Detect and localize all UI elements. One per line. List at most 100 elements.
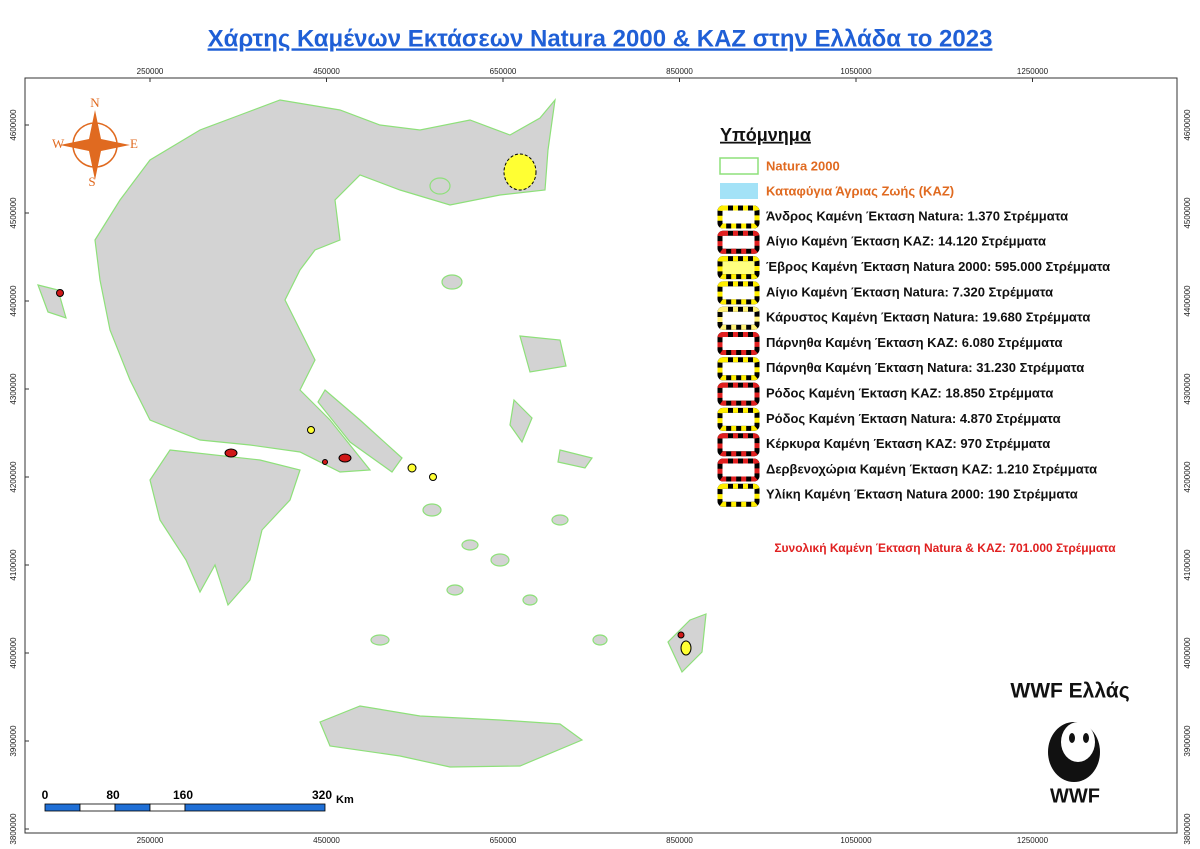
legend-symbol — [717, 407, 760, 431]
wwf-logo: WWF Ελλάς WWF — [1010, 680, 1129, 808]
x-coord-label: 250000 — [137, 67, 164, 76]
island — [422, 503, 442, 517]
legend-label: Ρόδος Καμένη Έκταση Natura: 4.870 Στρέμμ… — [766, 411, 1061, 426]
evia — [317, 389, 403, 473]
legend-label: Αίγιο Καμένη Έκταση ΚΑΖ: 14.120 Στρέμματ… — [766, 234, 1046, 249]
thasos — [429, 177, 451, 195]
land — [37, 97, 707, 768]
x-coord-label: 650000 — [490, 836, 517, 845]
legend-symbol — [717, 230, 760, 254]
burn-parnitha — [338, 453, 352, 463]
scale-seg — [114, 803, 151, 812]
island — [551, 514, 569, 526]
legend-symbol — [717, 205, 760, 229]
x-coord-label: 850000 — [666, 67, 693, 76]
map-title: Χάρτης Καμένων Εκτάσεων Natura 2000 & ΚΑ… — [208, 25, 993, 52]
natura-label: Natura 2000 — [766, 158, 840, 173]
chios — [509, 398, 533, 444]
panda-eye — [1069, 733, 1075, 743]
scale-label: 80 — [106, 788, 120, 802]
scale-label: 160 — [173, 788, 193, 802]
x-coord-label: 650000 — [490, 67, 517, 76]
burn-dervenochoria — [322, 459, 328, 465]
y-coord-label: 3800000 — [9, 813, 18, 845]
scale-label: 320 — [312, 788, 332, 802]
legend-label: Ρόδος Καμένη Έκταση ΚΑΖ: 18.850 Στρέμματ… — [766, 386, 1053, 401]
legend-label: Αίγιο Καμένη Έκταση Natura: 7.320 Στρέμμ… — [766, 284, 1053, 299]
compass-s: S — [88, 174, 95, 189]
island — [592, 634, 608, 646]
x-coord-label: 1250000 — [1017, 836, 1049, 845]
y-coord-label: 4000000 — [9, 637, 18, 669]
island — [461, 539, 479, 551]
legend-symbol-pattern — [717, 332, 760, 355]
logo-text: WWF — [1050, 785, 1100, 807]
y-coord-label: 3900000 — [9, 725, 18, 757]
burn-areas — [56, 153, 692, 656]
y-coord-label: 4100000 — [9, 549, 18, 581]
y-coord-label: 4100000 — [1183, 549, 1192, 581]
peloponnese — [149, 449, 301, 607]
compass-rose: N E S W — [52, 95, 138, 189]
scale-seg — [184, 803, 326, 812]
legend-symbol-pattern — [717, 458, 760, 482]
legend-symbol-pattern — [717, 281, 760, 305]
x-coord-label: 450000 — [313, 836, 340, 845]
y-coord-label: 4200000 — [1183, 461, 1192, 493]
island — [370, 634, 390, 646]
y-coord-label: 3900000 — [1183, 725, 1192, 757]
island — [522, 594, 538, 606]
legend-title: Υπόμνημα — [720, 125, 811, 145]
legend-label: Πάρνηθα Καμένη Έκταση Natura: 31.230 Στρ… — [766, 360, 1084, 375]
compass-star — [60, 110, 130, 180]
legend-symbol-pattern — [717, 483, 760, 507]
legend-label: Έβρος Καμένη Έκταση Natura 2000: 595.000… — [766, 259, 1110, 274]
island — [490, 553, 510, 567]
legend-symbol — [717, 306, 760, 330]
x-coord-label: 1050000 — [840, 67, 872, 76]
kaz-symbol — [720, 183, 758, 199]
natura-symbol — [719, 157, 759, 175]
legend-symbol-pattern — [717, 306, 760, 330]
legend-symbol — [717, 357, 760, 381]
x-coord-label: 1250000 — [1017, 67, 1049, 76]
legend-label: Υλίκη Καμένη Έκταση Natura 2000: 190 Στρ… — [766, 487, 1078, 502]
legend-symbol — [717, 281, 760, 305]
legend-symbol-pattern — [717, 382, 760, 406]
legend-symbol — [717, 458, 760, 482]
scale-seg — [79, 803, 116, 812]
compass-w: W — [52, 136, 65, 151]
samos — [557, 449, 593, 469]
x-coord-label: 850000 — [666, 836, 693, 845]
y-coord-label: 4400000 — [9, 285, 18, 317]
panda-face — [1061, 722, 1095, 762]
legend: Υπόμνημα Natura 2000 Καταφύγια Άγριας Ζω… — [717, 125, 1116, 555]
legend-symbol-pattern — [717, 256, 760, 280]
x-coord-label: 1050000 — [840, 836, 872, 845]
logo-title: WWF Ελλάς — [1010, 680, 1129, 703]
lesvos — [519, 335, 567, 373]
legend-symbol-pattern — [717, 433, 760, 457]
legend-label: Κάρυστος Καμένη Έκταση Natura: 19.680 Στ… — [766, 310, 1090, 325]
scale-label: 0 — [42, 788, 49, 802]
burn-karystos — [429, 473, 437, 481]
burn-rhodes — [680, 640, 692, 656]
panda-eye — [1083, 733, 1089, 743]
legend-label: Δερβενοχώρια Καμένη Έκταση ΚΑΖ: 1.210 Στ… — [766, 461, 1097, 476]
x-coord-label: 450000 — [313, 67, 340, 76]
legend-total: Συνολική Καμένη Έκταση Natura & ΚΑΖ: 701… — [774, 541, 1116, 555]
y-coord-label: 4200000 — [9, 461, 18, 493]
y-coord-label: 3800000 — [1183, 813, 1192, 845]
legend-label: Άνδρος Καμένη Έκταση Natura: 1.370 Στρέμ… — [766, 208, 1068, 223]
kaz-label: Καταφύγια Άγριας Ζωής (ΚΑΖ) — [766, 183, 954, 198]
x-coord-label: 250000 — [137, 836, 164, 845]
burn-andros-area — [307, 426, 315, 434]
y-coord-label: 4300000 — [9, 373, 18, 405]
scale-seg — [44, 803, 81, 812]
legend-label: Πάρνηθα Καμένη Έκταση ΚΑΖ: 6.080 Στρέμμα… — [766, 335, 1063, 350]
limnos — [441, 274, 463, 290]
legend-symbol — [717, 433, 760, 457]
legend-symbol — [717, 483, 760, 507]
legend-symbol-pattern — [717, 407, 760, 431]
